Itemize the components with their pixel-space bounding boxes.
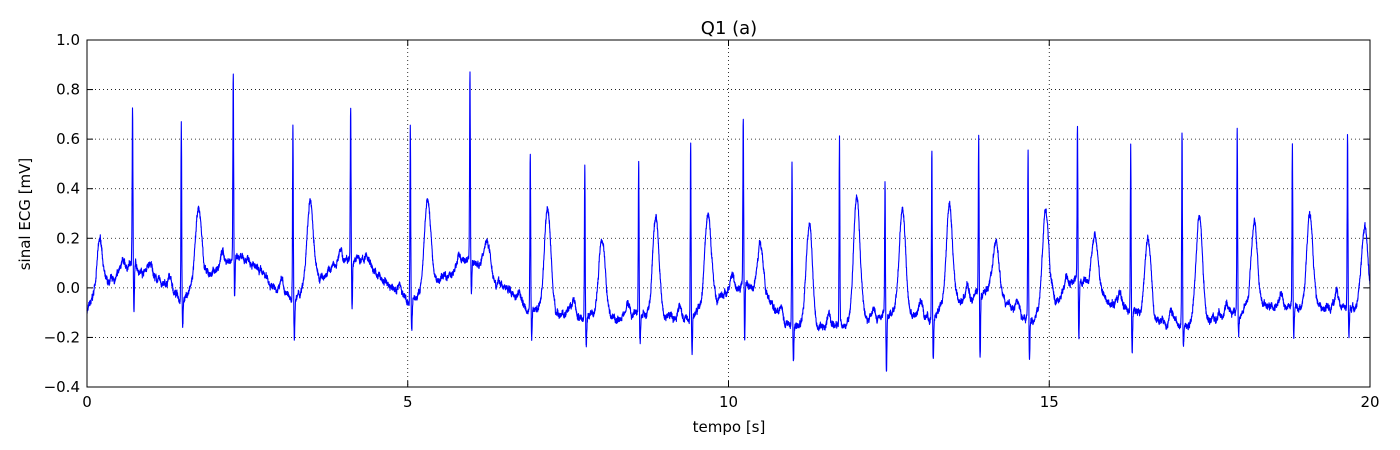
y-tick-label: 0.2 [56, 229, 80, 247]
y-tick-label: 0.0 [56, 279, 80, 297]
y-tick-label: 0.6 [56, 130, 80, 148]
x-tick-label: 0 [82, 393, 92, 411]
y-axis-label: sinal ECG [mV] [16, 158, 34, 271]
x-tick-label: 5 [403, 393, 413, 411]
y-axis-ticks: −0.4 −0.2 0.0 0.2 0.4 0.6 0.8 1.0 [44, 31, 1370, 396]
grid-lines [87, 40, 1370, 387]
y-tick-label: −0.4 [44, 378, 80, 396]
x-tick-label: 10 [719, 393, 738, 411]
ecg-signal-line [86, 71, 1371, 372]
x-tick-label: 20 [1360, 393, 1379, 411]
x-axis-label: tempo [s] [693, 418, 766, 436]
y-tick-label: 1.0 [56, 31, 80, 49]
x-tick-label: 15 [1040, 393, 1059, 411]
y-tick-label: −0.2 [44, 328, 80, 346]
y-tick-label: 0.4 [56, 180, 80, 198]
plot-frame [86, 39, 1371, 388]
x-axis-ticks: 0 5 10 15 20 [82, 40, 1380, 411]
chart-title: Q1 (a) [701, 18, 757, 39]
y-tick-label: 0.8 [56, 81, 80, 99]
